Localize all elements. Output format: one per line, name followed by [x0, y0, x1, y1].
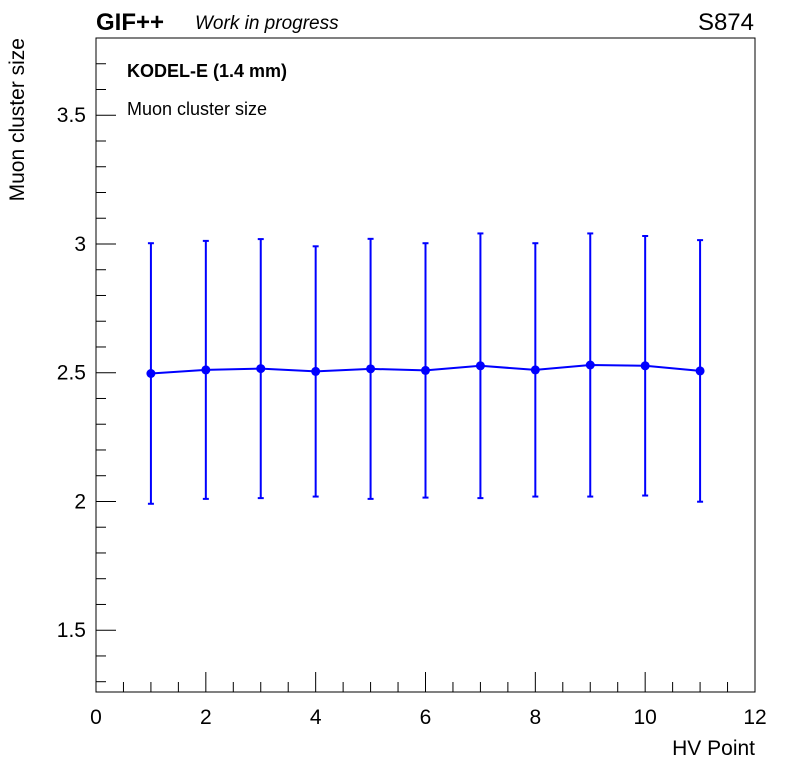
data-point	[695, 366, 705, 376]
y-axis-title: Muon cluster size	[6, 38, 29, 201]
data-point	[146, 368, 156, 378]
x-axis-title: HV Point	[672, 737, 755, 760]
y-tick-label: 1.5	[57, 619, 86, 642]
x-tick-label: 4	[310, 706, 322, 729]
data-series	[146, 232, 705, 505]
legend-quantity: Muon cluster size	[127, 99, 267, 119]
axis-tick-labels: 0 2 4 6 8 10 12 1.5 2 2.5 3 3.5	[57, 104, 767, 729]
y-tick-label: 2.5	[57, 362, 86, 385]
data-point	[311, 366, 321, 376]
x-tick-label: 6	[420, 706, 432, 729]
legend-detector: KODEL-E (1.4 mm)	[127, 61, 287, 81]
x-tick-label: 10	[633, 706, 656, 729]
x-tick-label: 12	[743, 706, 766, 729]
y-tick-label: 2	[74, 490, 86, 513]
data-point	[366, 364, 376, 374]
experiment-label: GIF++	[96, 9, 164, 36]
x-tick-label: 2	[200, 706, 212, 729]
data-point	[640, 361, 650, 371]
data-point	[201, 365, 211, 375]
y-tick-label: 3	[74, 233, 86, 256]
data-point	[530, 365, 540, 375]
chamber-label: S874	[698, 9, 754, 36]
status-label: Work in progress	[195, 13, 339, 34]
axis-ticks	[95, 37, 756, 692]
y-tick-label: 3.5	[57, 104, 86, 127]
data-point	[585, 360, 595, 370]
data-point	[421, 365, 430, 375]
x-tick-label: 0	[90, 706, 102, 729]
data-point	[475, 361, 485, 371]
x-tick-label: 8	[529, 706, 541, 729]
data-point	[256, 364, 266, 374]
